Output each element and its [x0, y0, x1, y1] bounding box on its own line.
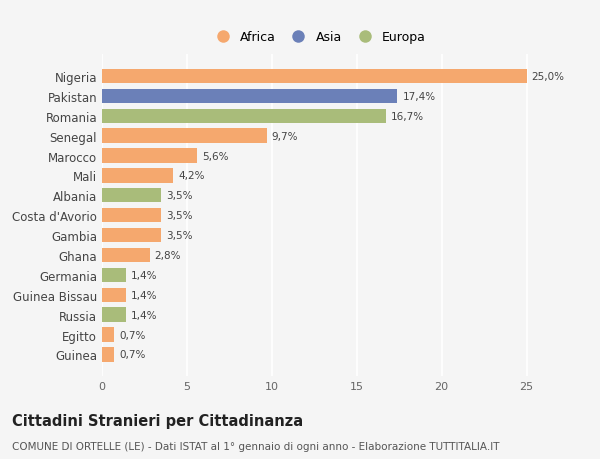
Text: 1,4%: 1,4% [131, 290, 157, 300]
Text: 9,7%: 9,7% [272, 131, 298, 141]
Text: 1,4%: 1,4% [131, 270, 157, 280]
Text: 3,5%: 3,5% [167, 191, 193, 201]
Text: 2,8%: 2,8% [155, 251, 181, 260]
Text: 17,4%: 17,4% [403, 92, 436, 101]
Text: 16,7%: 16,7% [391, 112, 424, 122]
Bar [102, 208, 161, 223]
Bar [102, 308, 126, 322]
Bar [102, 70, 527, 84]
Bar [102, 248, 149, 263]
Bar [102, 129, 267, 144]
Text: 0,7%: 0,7% [119, 350, 145, 359]
Legend: Africa, Asia, Europa: Africa, Asia, Europa [205, 26, 431, 49]
Text: 1,4%: 1,4% [131, 310, 157, 320]
Bar [102, 229, 161, 243]
Text: COMUNE DI ORTELLE (LE) - Dati ISTAT al 1° gennaio di ogni anno - Elaborazione TU: COMUNE DI ORTELLE (LE) - Dati ISTAT al 1… [12, 441, 499, 451]
Text: 3,5%: 3,5% [167, 230, 193, 241]
Bar [102, 189, 161, 203]
Text: 3,5%: 3,5% [167, 211, 193, 221]
Bar [102, 169, 173, 183]
Text: 0,7%: 0,7% [119, 330, 145, 340]
Bar [102, 90, 397, 104]
Bar [102, 149, 197, 163]
Text: 5,6%: 5,6% [202, 151, 229, 161]
Text: 4,2%: 4,2% [178, 171, 205, 181]
Bar [102, 288, 126, 302]
Text: 25,0%: 25,0% [532, 72, 565, 82]
Bar [102, 328, 114, 342]
Bar [102, 268, 126, 282]
Bar [102, 109, 386, 123]
Bar [102, 347, 114, 362]
Text: Cittadini Stranieri per Cittadinanza: Cittadini Stranieri per Cittadinanza [12, 413, 303, 428]
